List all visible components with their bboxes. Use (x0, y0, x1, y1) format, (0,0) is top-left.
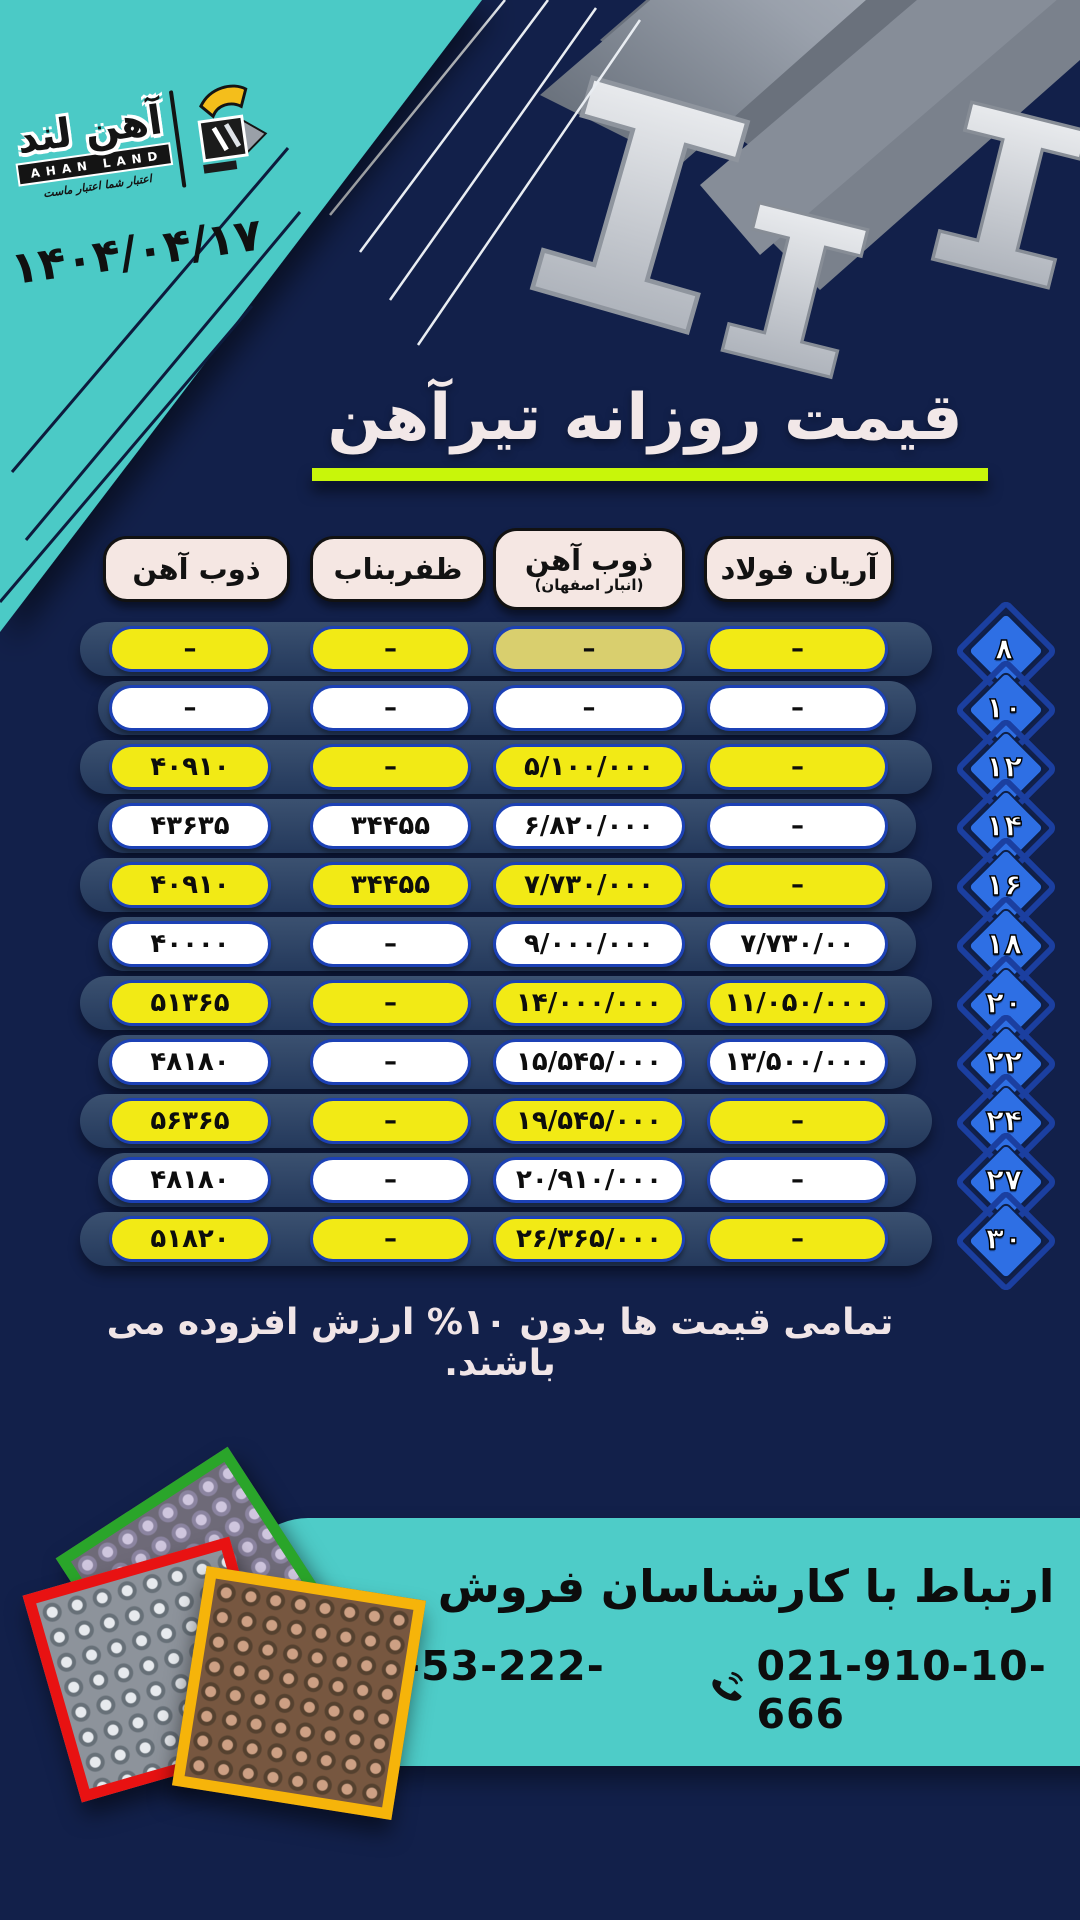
price-table: ذوب آهن ظفربناب ذوب آهن (انبار اصفهان) آ… (60, 528, 1070, 1288)
size-value: ۳۰ (985, 1221, 1023, 1257)
table-row-size-10: ۴۸۱۸۰–۲۰/۹۱۰/۰۰۰– ۲۷ (60, 1142, 1070, 1222)
price-cell-zob: ۴۰۹۱۰ (109, 744, 271, 790)
price-cell-zafar: – (310, 921, 471, 967)
price-cell-zob: – (109, 685, 271, 731)
size-badge: ۱۶ (953, 847, 1057, 927)
size-value: ۲۲ (985, 1044, 1023, 1080)
table-row-size-4: ۴۳۶۳۵ ۳۴۴۵۵ ۶/۸۲۰/۰۰۰– ۱۴ (60, 788, 1070, 868)
price-cell-arian: – (707, 803, 888, 849)
size-badge: ۲۰ (953, 965, 1057, 1045)
logo: آهن لند AHAN LAND اعتبار شما اعتبار ماست (10, 75, 274, 213)
size-value: ۱۴ (985, 808, 1023, 844)
rebar-photo-yellow-frame (172, 1566, 426, 1820)
column-header-arian-foolad: آریان فولاد (704, 536, 894, 602)
table-row-size-3: ۴۰۹۱۰–۵/۱۰۰/۰۰۰– ۱۲ (60, 729, 1070, 809)
size-badge: ۱۸ (953, 906, 1057, 986)
size-badge: ۲۷ (953, 1142, 1057, 1222)
phone-item: 021-910-10-666 (710, 1642, 1080, 1738)
table-row-size-6: ۴۰۰۰۰–۹/۰۰۰/۰۰۰ ۷/۷۳۰/۰۰ ۱۸ (60, 906, 1070, 986)
price-cell-anbar: ۵/۱۰۰/۰۰۰ (493, 744, 685, 790)
phone-handset-icon (712, 1671, 743, 1701)
table-row-size-2: – – – – ۱۰ (60, 670, 1070, 750)
size-badge: ۲۴ (953, 1083, 1057, 1163)
price-cell-anbar: – (493, 685, 685, 731)
table-row-size-9: ۵۶۳۶۵–۱۹/۵۴۵/۰۰۰– ۲۴ (60, 1083, 1070, 1163)
price-cell-zob: – (109, 626, 271, 672)
price-cell-anbar: ۱۵/۵۴۵/۰۰۰ (493, 1039, 685, 1085)
black-diagonal-lines (0, 147, 302, 603)
price-cell-arian: – (707, 1216, 888, 1262)
table-row-size-11: ۵۱۸۲۰–۲۶/۳۶۵/۰۰۰– ۳۰ (60, 1201, 1070, 1281)
size-value: ۱۸ (985, 926, 1023, 962)
size-value: ۲۰ (985, 985, 1023, 1021)
contact-heading: ارتباط با کارشناسان فروش (437, 1560, 1055, 1613)
price-cell-arian: ۷/۷۳۰/۰۰ (707, 921, 888, 967)
size-badge: ۱۲ (953, 729, 1057, 809)
logo-text: آهن لند AHAN LAND اعتبار شما اعتبار ماست (11, 97, 173, 202)
price-cell-zafar: – (310, 980, 471, 1026)
price-cell-zafar: – (310, 1157, 471, 1203)
price-cell-zafar: – (310, 1098, 471, 1144)
size-value: ۲۴ (985, 1103, 1023, 1139)
price-cell-zafar: – (310, 626, 471, 672)
price-cell-zob: ۴۸۱۸۰ (109, 1157, 271, 1203)
price-cell-zob: ۴۰۹۱۰ (109, 862, 271, 908)
price-cell-zob: ۴۳۶۳۵ (109, 803, 271, 849)
size-badge: ۲۲ (953, 1024, 1057, 1104)
table-row-size-5: ۴۰۹۱۰ ۳۴۴۵۵ ۷/۷۳۰/۰۰۰– ۱۶ (60, 847, 1070, 927)
price-cell-zafar: – (310, 685, 471, 731)
table-row-size-8: ۴۸۱۸۰–۱۵/۵۴۵/۰۰۰ ۱۳/۵۰۰/۰۰۰ ۲۲ (60, 1024, 1070, 1104)
i-beam-illustration (533, 0, 1080, 379)
size-value: ۱۶ (985, 867, 1023, 903)
price-cell-arian: – (707, 744, 888, 790)
price-cell-anbar: ۱۹/۵۴۵/۰۰۰ (493, 1098, 685, 1144)
vat-note: تمامی قیمت ها بدون ۱۰% ارزش افزوده می با… (106, 1302, 894, 1384)
price-cell-anbar: ۷/۷۳۰/۰۰۰ (493, 862, 685, 908)
title-underline (312, 468, 988, 481)
table-row-size-7: ۵۱۳۶۵–۱۴/۰۰۰/۰۰۰ ۱۱/۰۵۰/۰۰۰ ۲۰ (60, 965, 1070, 1045)
size-badge: ۳۰ (953, 1201, 1057, 1281)
price-cell-arian: – (707, 1098, 888, 1144)
size-value: ۱۰ (985, 690, 1023, 726)
price-cell-arian: – (707, 626, 888, 672)
price-cell-arian: – (707, 862, 888, 908)
size-badge: ۸ (953, 611, 1057, 691)
size-value: ۸ (994, 631, 1014, 667)
price-cell-zob: ۴۸۱۸۰ (109, 1039, 271, 1085)
white-diagonal-lines (329, 0, 642, 346)
price-cell-zafar: – (310, 1216, 471, 1262)
price-cell-anbar: – (493, 626, 685, 672)
column-header-zob-ahan: ذوب آهن (103, 536, 290, 602)
size-badge: ۱۴ (953, 788, 1057, 868)
price-cell-arian: ۱۳/۵۰۰/۰۰۰ (707, 1039, 888, 1085)
price-cell-anbar: ۹/۰۰۰/۰۰۰ (493, 921, 685, 967)
price-cell-zob: ۴۰۰۰۰ (109, 921, 271, 967)
price-cell-arian: – (707, 1157, 888, 1203)
price-cell-anbar: ۲۰/۹۱۰/۰۰۰ (493, 1157, 685, 1203)
price-cell-arian: ۱۱/۰۵۰/۰۰۰ (707, 980, 888, 1026)
page-title: قیمت روزانه تیرآهن (327, 381, 963, 455)
price-cell-zob: ۵۶۳۶۵ (109, 1098, 271, 1144)
price-cell-zafar: ۳۴۴۵۵ (310, 862, 471, 908)
price-cell-zob: ۵۱۸۲۰ (109, 1216, 271, 1262)
price-cell-zafar: – (310, 744, 471, 790)
size-value: ۱۲ (985, 749, 1023, 785)
price-cell-anbar: ۲۶/۳۶۵/۰۰۰ (493, 1216, 685, 1262)
table-row-size-1: – – – – ۸ (60, 611, 1070, 691)
price-cell-anbar: ۶/۸۲۰/۰۰۰ (493, 803, 685, 849)
column-header-zafar-bonab: ظفربناب (310, 536, 486, 602)
price-cell-anbar: ۱۴/۰۰۰/۰۰۰ (493, 980, 685, 1026)
size-badge: ۱۰ (953, 670, 1057, 750)
price-cell-zafar: ۳۴۴۵۵ (310, 803, 471, 849)
price-cell-zob: ۵۱۳۶۵ (109, 980, 271, 1026)
size-value: ۲۷ (985, 1162, 1023, 1198)
price-cell-zafar: – (310, 1039, 471, 1085)
price-cell-arian: – (707, 685, 888, 731)
column-header-zob-ahan-anbar-esfahan: ذوب آهن (انبار اصفهان) (493, 528, 685, 610)
phone-number-tehran: 021-910-10-666 (756, 1642, 1047, 1738)
lifting-magnet-icon (197, 84, 268, 174)
